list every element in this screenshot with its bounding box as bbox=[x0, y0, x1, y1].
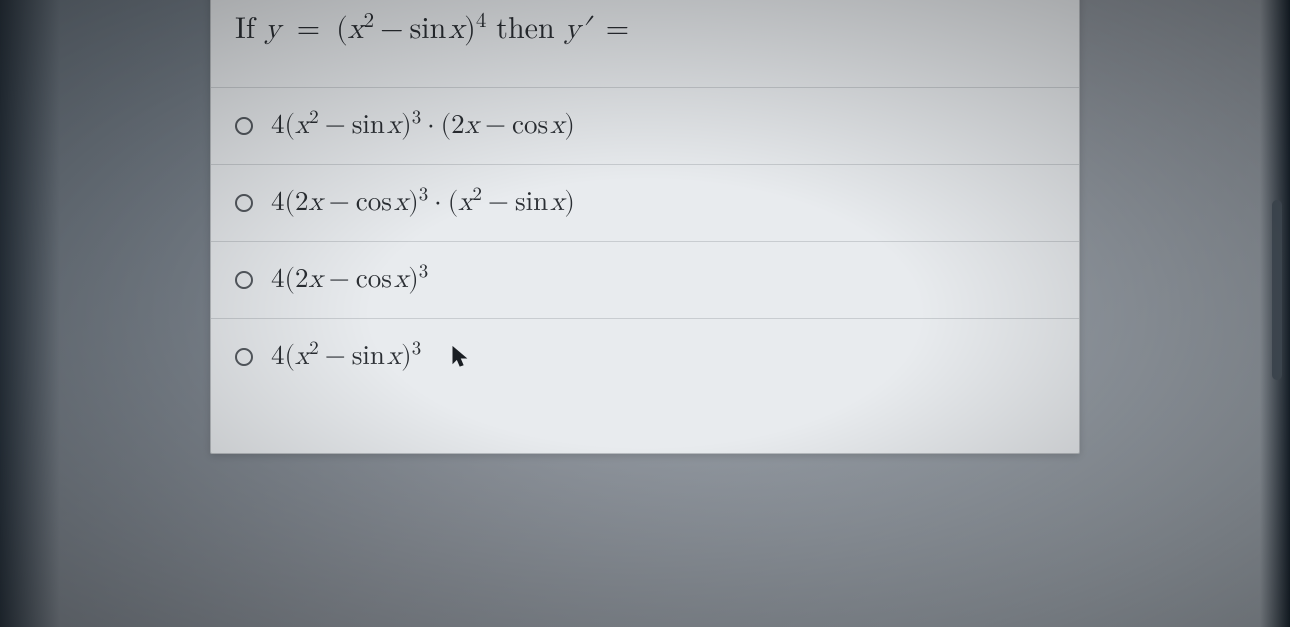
radio-icon[interactable] bbox=[235, 194, 253, 212]
cursor-icon bbox=[451, 346, 469, 377]
prompt-prefix: If bbox=[235, 14, 265, 44]
prompt-math-lhs: y bbox=[265, 14, 281, 44]
options-container: 4(x2−sinx)3·(2x−cosx) 4(2x−cosx)3·(x2−si… bbox=[211, 88, 1079, 453]
option-row[interactable]: 4(x2−sinx)3·(2x−cosx) bbox=[211, 88, 1079, 165]
option-row[interactable]: 4(2x−cosx)3 bbox=[211, 242, 1079, 319]
prompt-suffix: then bbox=[496, 14, 564, 44]
question-card: If y = (x2−sinx)4 then y′ = 4(x2−sinx)3·… bbox=[210, 0, 1080, 454]
radio-icon[interactable] bbox=[235, 348, 253, 366]
option-row[interactable]: 4(2x−cosx)3·(x2−sinx) bbox=[211, 165, 1079, 242]
radio-icon[interactable] bbox=[235, 271, 253, 289]
radio-icon[interactable] bbox=[235, 117, 253, 135]
option-label: 4(2x−cosx)3 bbox=[271, 264, 428, 296]
option-label: 4(2x−cosx)3·(x2−sinx) bbox=[271, 187, 575, 219]
option-row[interactable]: 4(x2−sinx)3 bbox=[211, 319, 1079, 453]
question-prompt: If y = (x2−sinx)4 then y′ = bbox=[211, 0, 1079, 88]
option-label: 4(x2−sinx)3·(2x−cosx) bbox=[271, 110, 575, 142]
screen-edge-left bbox=[0, 0, 60, 627]
prompt-tail: y′ bbox=[565, 14, 590, 44]
option-label: 4(x2−sinx)3 bbox=[271, 341, 421, 373]
scrollbar[interactable] bbox=[1272, 200, 1282, 380]
